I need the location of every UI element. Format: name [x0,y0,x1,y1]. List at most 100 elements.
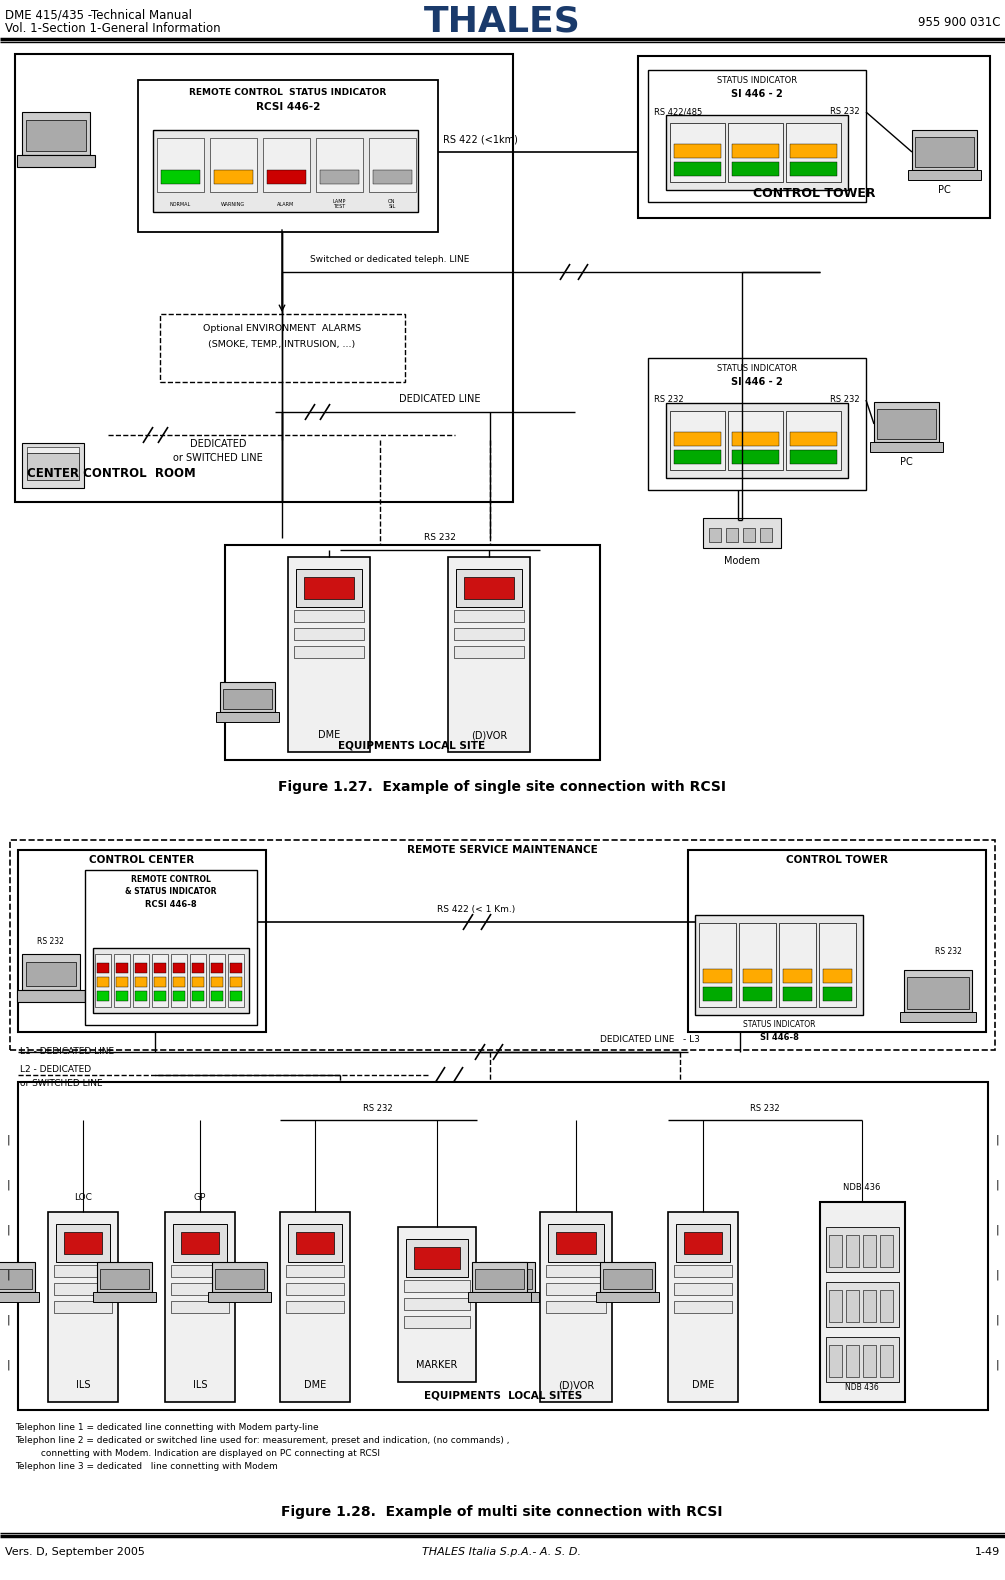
Bar [915,137,974,167]
Bar [684,1232,722,1255]
Bar [116,962,128,973]
Bar [846,1345,859,1378]
Bar [17,991,85,1002]
Bar [826,1337,899,1382]
Text: Vers. D, September 2005: Vers. D, September 2005 [5,1547,145,1556]
Bar [448,558,530,752]
Bar [732,163,779,175]
Text: SI 446 - 2: SI 446 - 2 [731,378,783,387]
Bar [286,1266,344,1277]
Bar [286,1300,344,1313]
Text: Modem: Modem [724,556,760,566]
Bar [603,1269,652,1289]
Text: Figure 1.27.  Example of single site connection with RCSI: Figure 1.27. Example of single site conn… [278,781,726,795]
Text: ALARM: ALARM [277,202,294,207]
Bar [666,403,848,479]
Bar [54,1283,112,1296]
Text: (D)VOR: (D)VOR [558,1379,594,1390]
Text: CENTER CONTROL  ROOM: CENTER CONTROL ROOM [27,468,196,480]
Text: DEDICATED LINE: DEDICATED LINE [399,393,480,404]
Text: THALES: THALES [423,5,581,40]
Bar [64,1232,102,1255]
Bar [786,123,841,182]
Bar [294,646,364,657]
Text: |: | [6,1270,10,1280]
Bar [216,713,279,722]
Bar [288,558,370,752]
Bar [17,155,95,167]
Bar [304,577,354,599]
Bar [212,1262,267,1292]
Text: |: | [995,1360,999,1370]
Bar [600,1262,655,1292]
Bar [704,518,781,548]
Bar [666,115,848,190]
Text: MARKER: MARKER [416,1360,457,1370]
Bar [688,850,986,1032]
Text: ON
SIL: ON SIL [388,199,396,210]
Bar [674,163,721,175]
Text: REMOTE CONTROL: REMOTE CONTROL [131,875,211,883]
Text: RS 232: RS 232 [363,1104,393,1112]
Text: RCSI 446-8: RCSI 446-8 [145,901,197,908]
Bar [154,991,166,1002]
Bar [760,528,772,542]
Bar [181,1232,219,1255]
Bar [48,1212,118,1401]
Bar [732,144,779,158]
Bar [404,1299,470,1310]
Bar [483,1269,532,1289]
Bar [210,137,257,193]
Text: WARNING: WARNING [221,202,245,207]
Bar [676,1224,730,1262]
Bar [97,1262,152,1292]
Bar [228,954,244,1006]
Bar [263,137,310,193]
Bar [480,1262,535,1292]
Bar [223,689,272,709]
Text: SI 446-8: SI 446-8 [760,1033,798,1041]
Bar [135,991,147,1002]
Bar [472,1262,527,1292]
Text: or SWITCHED LINE: or SWITCHED LINE [173,453,263,463]
Bar [739,923,776,1006]
Text: RS 422 (< 1 Km.): RS 422 (< 1 Km.) [437,905,516,913]
Bar [296,569,362,607]
Text: CONTROL CENTER: CONTROL CENTER [89,855,195,864]
Text: CONTROL TOWER: CONTROL TOWER [786,855,888,864]
Bar [173,962,185,973]
Bar [904,970,972,1013]
Text: L1 - DEDICATED LINE: L1 - DEDICATED LINE [20,1048,115,1057]
Bar [173,991,185,1002]
Bar [674,450,721,465]
Bar [819,923,856,1006]
Bar [286,1283,344,1296]
Bar [373,171,412,183]
Bar [704,969,732,983]
Text: DEDICATED LINE   - L3: DEDICATED LINE - L3 [600,1035,699,1044]
Text: REMOTE CONTROL  STATUS INDICATOR: REMOTE CONTROL STATUS INDICATOR [189,88,387,96]
Bar [829,1289,842,1322]
Bar [790,144,837,158]
Text: RS 232: RS 232 [935,948,962,956]
Bar [230,962,242,973]
Bar [674,431,721,446]
Bar [95,954,111,1006]
Bar [820,1202,904,1401]
Text: RS 232: RS 232 [830,107,860,117]
Text: ILS: ILS [75,1379,90,1390]
Text: LOC: LOC [74,1193,91,1202]
Bar [114,954,130,1006]
Text: Telephon line 1 = dedicated line connetting with Modem party-line: Telephon line 1 = dedicated line connett… [15,1424,319,1431]
Bar [863,1236,876,1267]
Bar [0,1269,32,1289]
Bar [267,171,306,183]
Bar [22,954,80,991]
Bar [556,1232,596,1255]
Text: RS 232: RS 232 [36,937,63,946]
Bar [912,130,977,171]
Bar [880,1345,893,1378]
Text: GP: GP [194,1193,206,1202]
Bar [171,954,187,1006]
Bar [215,1269,264,1289]
